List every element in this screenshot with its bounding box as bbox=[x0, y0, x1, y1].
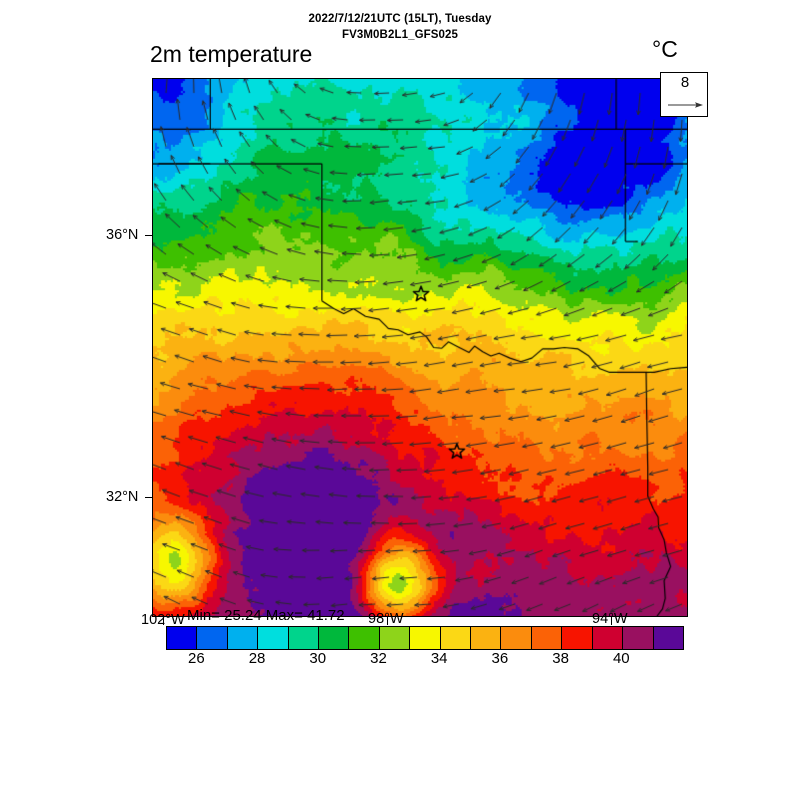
unit-label: °C bbox=[652, 36, 678, 62]
lat-tick-36 bbox=[145, 235, 153, 236]
lat-label-32: 32°N bbox=[106, 489, 139, 505]
colorbar-segment-6 bbox=[349, 627, 380, 649]
wind-reference-value: 8 bbox=[680, 74, 690, 91]
lat-tick-32 bbox=[145, 497, 153, 498]
lon-label-98: 98°W bbox=[368, 611, 404, 627]
colorbar-segment-8 bbox=[410, 627, 441, 649]
lon-label-102: 102°W bbox=[141, 612, 185, 628]
lat-label-36: 36°N bbox=[106, 227, 139, 243]
colorbar-tick-34: 34 bbox=[430, 650, 448, 667]
colorbar-tick-labels: 26 28 30 32 34 36 38 40 bbox=[166, 650, 684, 670]
forecast-datetime-title: 2022/7/12/21UTC (15LT), Tuesday bbox=[308, 13, 492, 25]
colorbar-segment-16 bbox=[653, 627, 683, 649]
model-name-title: FV3M0B2L1_GFS025 bbox=[341, 29, 458, 41]
min-max-statistics: Min= 25.24 Max= 41.72 bbox=[187, 607, 345, 624]
colorbar-tick-40: 40 bbox=[612, 650, 630, 667]
wind-reference-key: 8 bbox=[660, 72, 708, 117]
colorbar-segment-1 bbox=[197, 627, 228, 649]
colorbar-tick-36: 36 bbox=[491, 650, 509, 667]
colorbar-tick-26: 26 bbox=[188, 650, 205, 667]
colorbar-segment-9 bbox=[440, 627, 472, 649]
colorbar-tick-30: 30 bbox=[309, 650, 327, 667]
colorbar-tick-28: 28 bbox=[248, 650, 266, 667]
colorbar-segment-15 bbox=[623, 627, 654, 649]
temperature-map bbox=[152, 78, 688, 617]
colorbar-segment-13 bbox=[562, 627, 593, 649]
temperature-field-canvas bbox=[153, 79, 687, 616]
colorbar-tick-38: 38 bbox=[552, 650, 569, 667]
colorbar-segment-14 bbox=[592, 627, 624, 649]
colorbar-segment-2 bbox=[227, 627, 259, 649]
lon-tick-94 bbox=[611, 617, 612, 625]
colorbar-segment-3 bbox=[258, 627, 289, 649]
lon-label-94: 94°W bbox=[592, 611, 628, 627]
colorbar-segment-4 bbox=[288, 627, 320, 649]
colorbar-segment-11 bbox=[501, 627, 532, 649]
lon-tick-98 bbox=[387, 617, 388, 625]
colorbar-segment-10 bbox=[471, 627, 502, 649]
page-title: 2m temperature bbox=[150, 41, 313, 67]
colorbar-segment-0 bbox=[167, 627, 198, 649]
colorbar-segment-12 bbox=[531, 627, 563, 649]
colorbar-tick-32: 32 bbox=[370, 650, 387, 667]
lon-tick-102 bbox=[163, 617, 164, 625]
colorbar-segment-7 bbox=[379, 627, 411, 649]
colorbar bbox=[166, 626, 684, 650]
colorbar-segment-5 bbox=[319, 627, 350, 649]
wind-reference-arrow-icon bbox=[668, 102, 703, 108]
